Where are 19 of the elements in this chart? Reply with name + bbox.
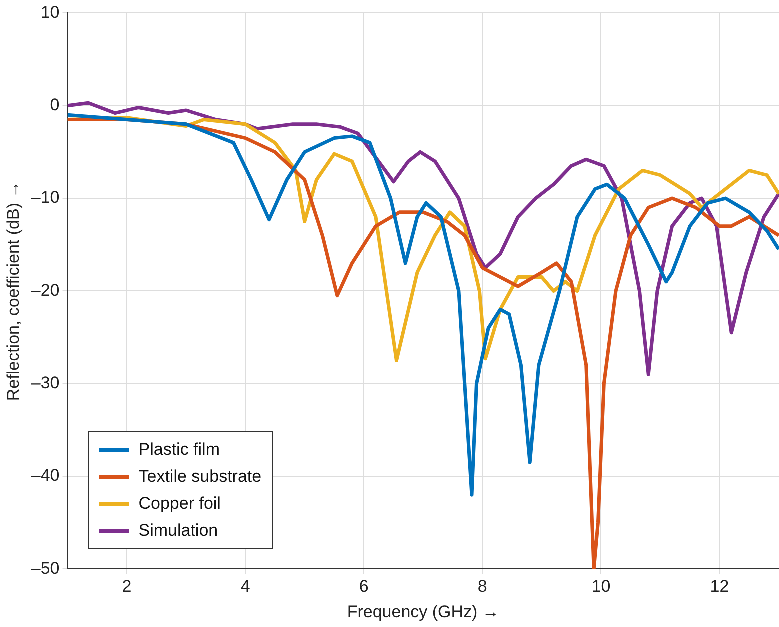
legend-label: Simulation: [138, 520, 218, 541]
y-tick-label: –30: [31, 374, 60, 393]
x-tick-label: 12: [710, 577, 730, 596]
x-tick-label: 8: [478, 577, 488, 596]
y-tick-label: 0: [50, 96, 60, 115]
legend-label: Plastic film: [138, 440, 220, 460]
y-tick-label: 10: [40, 2, 60, 22]
legend-label: Copper foil: [138, 494, 221, 514]
x-axis-title: Frequency (GHz) →: [347, 602, 500, 622]
x-tick-label: 6: [359, 577, 369, 596]
x-tick-label: 2: [122, 577, 132, 596]
y-axis-title: Reflection, coefficient (dB) →: [4, 181, 23, 402]
x-tick-label: 10: [592, 577, 611, 596]
y-tick-label: –10: [31, 188, 60, 208]
y-tick-label: –20: [31, 280, 60, 300]
y-tick-label: –50: [31, 558, 60, 578]
x-tick-label: 4: [240, 577, 250, 596]
y-tick-label: –40: [31, 466, 60, 486]
legend-label: Textile substrate: [138, 466, 262, 487]
